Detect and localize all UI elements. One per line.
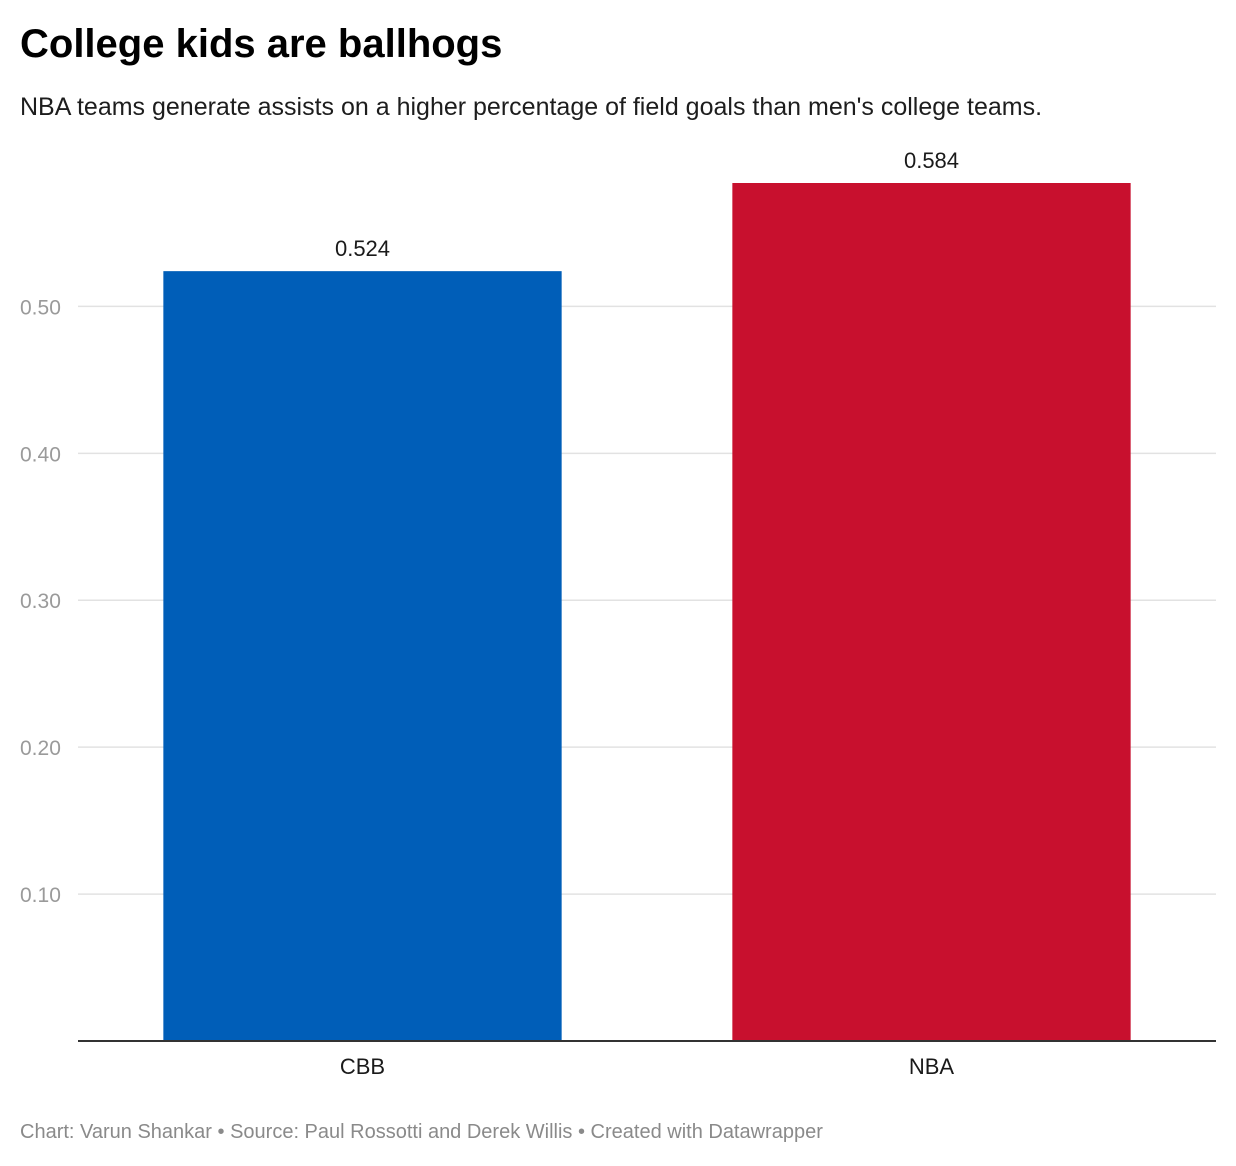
chart-footer: Chart: Varun Shankar • Source: Paul Ross…	[20, 1121, 823, 1143]
bars: 0.524 CBB 0.584 NBA	[163, 148, 1131, 1079]
x-tick-label: NBA	[909, 1054, 955, 1079]
y-tick-label: 0.20	[20, 737, 61, 760]
x-tick-label: CBB	[340, 1054, 385, 1079]
bar-cbb	[163, 271, 562, 1041]
chart-subtitle: NBA teams generate assists on a higher p…	[20, 93, 1043, 121]
y-tick-label: 0.40	[20, 443, 61, 466]
bar-value-label: 0.584	[904, 148, 959, 173]
y-tick-label: 0.10	[20, 884, 61, 907]
bar-value-label: 0.524	[335, 236, 390, 261]
chart-title: College kids are ballhogs	[20, 22, 503, 66]
bar-nba	[732, 183, 1131, 1041]
y-tick-label: 0.50	[20, 296, 61, 319]
y-tick-label: 0.30	[20, 590, 61, 613]
